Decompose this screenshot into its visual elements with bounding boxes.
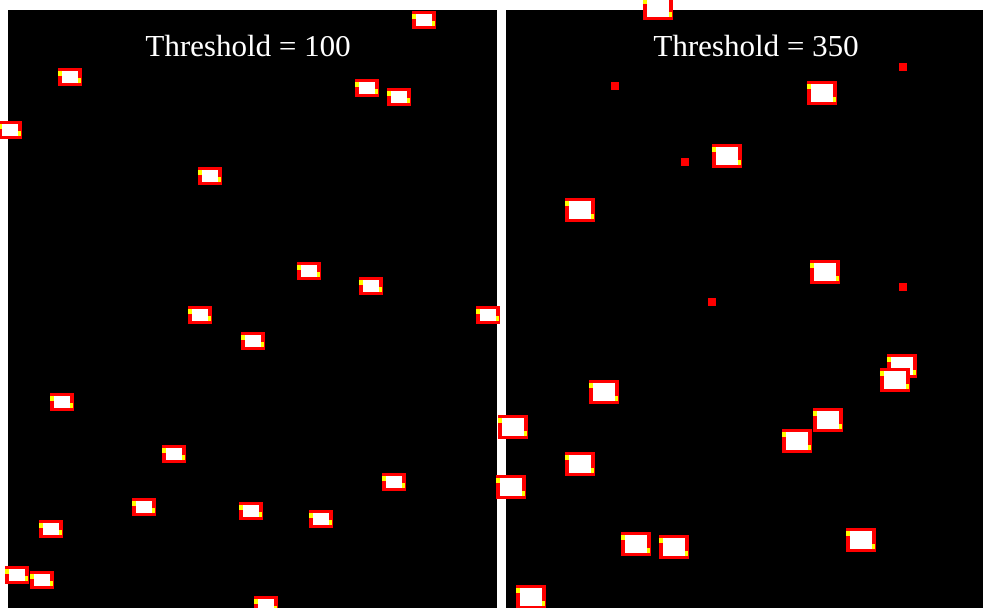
blob-core xyxy=(62,71,78,83)
blob-core xyxy=(625,535,647,553)
blob-core xyxy=(391,91,407,103)
blob-dot xyxy=(611,82,619,90)
blob-dot xyxy=(899,63,907,71)
blob-core xyxy=(2,124,18,136)
blob-core xyxy=(647,0,669,17)
blob-dot xyxy=(681,158,689,166)
blob-core xyxy=(502,418,524,436)
blob-dot xyxy=(708,298,716,306)
right-panel xyxy=(506,10,983,608)
blob-core xyxy=(500,478,522,496)
panel-title: Threshold = 100 xyxy=(145,28,350,63)
blob-core xyxy=(136,501,152,513)
blob-core xyxy=(593,383,615,401)
blob-core xyxy=(569,455,591,473)
blob-core xyxy=(817,411,839,429)
blob-core xyxy=(54,396,70,408)
blob-core xyxy=(202,170,218,182)
blob-core xyxy=(716,147,738,165)
blob-core xyxy=(520,588,542,606)
blob-core xyxy=(416,14,432,26)
blob-core xyxy=(786,432,808,450)
scene: Threshold = 100 Threshold = 350 xyxy=(0,0,984,608)
panel-title: Threshold = 350 xyxy=(653,28,858,63)
page: {"panels": [{"title": "Threshold = 100"}… xyxy=(0,0,984,608)
blob-core xyxy=(884,371,906,389)
blob-core xyxy=(313,513,329,525)
blob-core xyxy=(386,476,402,488)
blob-core xyxy=(814,263,836,281)
blob-core xyxy=(9,569,25,581)
blob-core xyxy=(245,335,261,347)
blob-core xyxy=(192,309,208,321)
blob-dot xyxy=(899,283,907,291)
blob-core xyxy=(34,574,50,586)
blob-core xyxy=(850,531,872,549)
blob-core xyxy=(166,448,182,460)
blob-core xyxy=(363,280,379,292)
blob-core xyxy=(301,265,317,277)
blob-core xyxy=(43,523,59,535)
blob-core xyxy=(569,201,591,219)
blob-core xyxy=(258,599,274,608)
blob-core xyxy=(359,82,375,94)
blob-core xyxy=(663,538,685,556)
blob-core xyxy=(811,84,833,102)
blob-core xyxy=(480,309,496,321)
blob-core xyxy=(243,505,259,517)
